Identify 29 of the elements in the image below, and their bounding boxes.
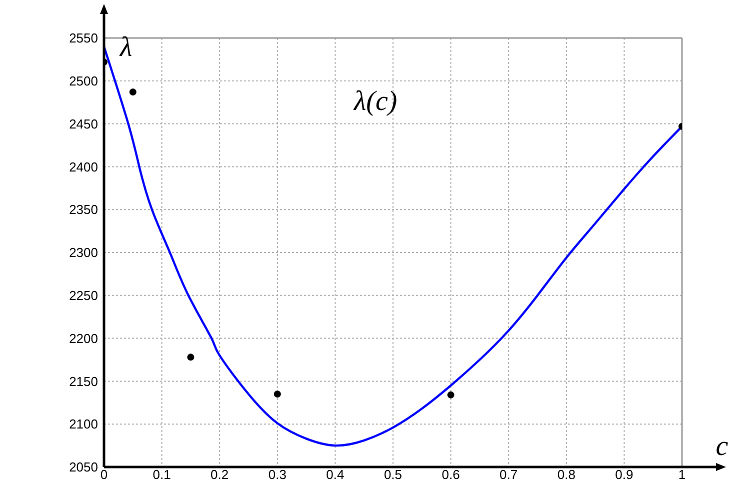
x-tick-label: 0.6 — [442, 467, 460, 482]
x-tick-label: 0 — [100, 467, 108, 482]
y-tick-label: 2200 — [69, 330, 98, 346]
y-axis-title: λ — [119, 32, 132, 63]
x-tick-label: 0.1 — [152, 467, 171, 482]
x-tick-label: 0.7 — [500, 467, 518, 482]
y-tick-label: 2100 — [69, 416, 98, 432]
y-tick-label: 2550 — [69, 30, 98, 46]
y-tick-label: 2150 — [69, 374, 98, 389]
x-tick-label: 0.5 — [384, 467, 402, 482]
y-tick-label: 2300 — [69, 245, 98, 260]
x-tick-label: 0.8 — [557, 467, 576, 482]
x-tick-label: 0.2 — [210, 467, 229, 482]
point — [274, 390, 281, 398]
x-tick-label: 1 — [678, 467, 686, 482]
point — [447, 391, 454, 398]
point — [129, 88, 136, 96]
y-tick-label: 2500 — [69, 74, 98, 89]
y-tick-label: 2250 — [69, 288, 98, 304]
point — [187, 354, 194, 361]
y-tick-label: 2400 — [69, 159, 98, 174]
y-tick-label: 2050 — [69, 460, 98, 475]
y-tick-label: 2350 — [69, 202, 98, 218]
x-tick-label: 0.4 — [326, 467, 344, 482]
y-tick-label: 2450 — [69, 116, 98, 132]
x-tick-label: 0.3 — [268, 467, 286, 482]
x-tick-label: 0.9 — [615, 467, 634, 482]
x-axis-title: c — [716, 431, 729, 462]
annotation: λ(c) — [353, 86, 398, 117]
